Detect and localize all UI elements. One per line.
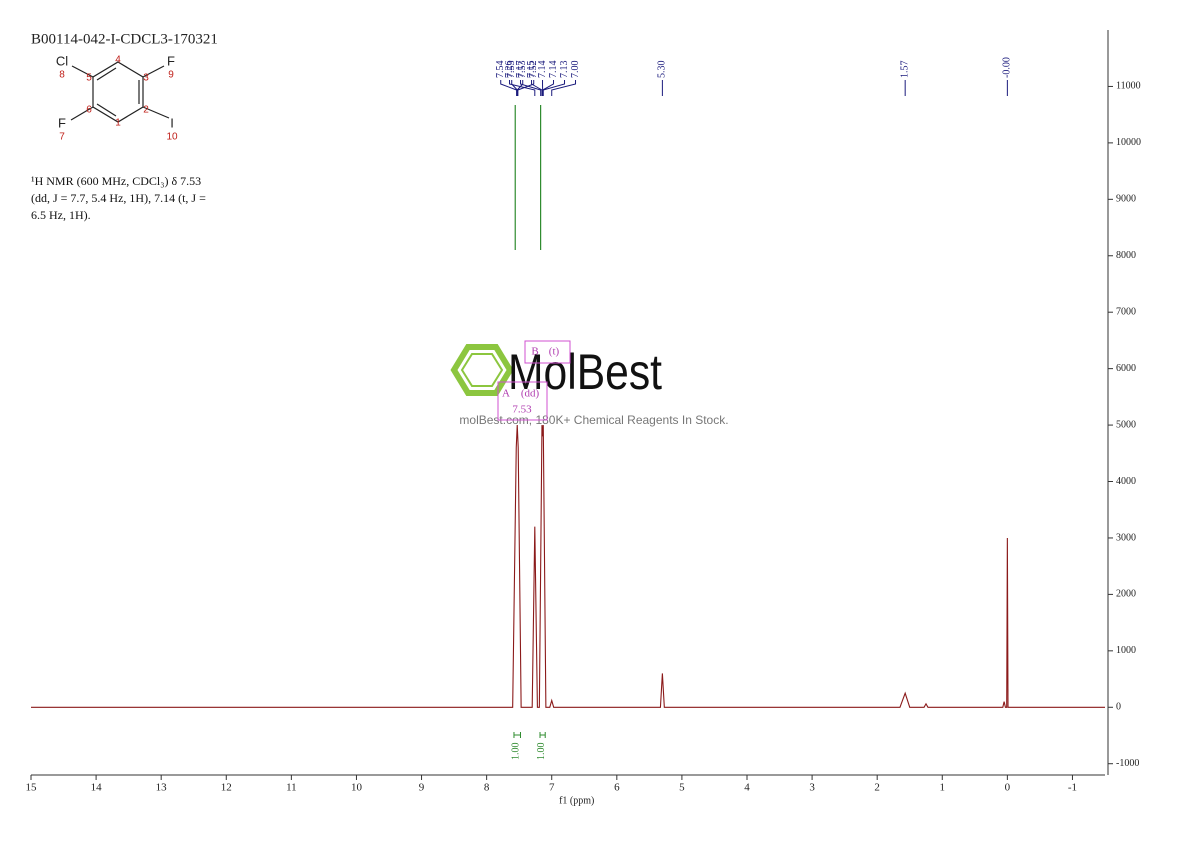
peak-connector: [501, 80, 517, 96]
x-tick-label: 14: [91, 782, 103, 794]
peak-label: 7.14: [548, 61, 559, 79]
chart-title: B00114-042-I-CDCL3-170321: [31, 31, 218, 47]
x-tick-label: 2: [874, 782, 880, 794]
peak-label: -0.00: [1002, 57, 1013, 78]
y-tick-label: 4000: [1116, 476, 1136, 487]
y-tick-label: 0: [1116, 702, 1121, 713]
y-tick-label: 6000: [1116, 363, 1136, 374]
x-tick-label: 9: [419, 782, 425, 794]
multiplet-kind: (t): [549, 346, 560, 358]
watermark-logo: [462, 354, 502, 386]
description-line: ¹H NMR (600 MHz, CDCl₃) δ 7.53: [31, 174, 201, 188]
y-tick-label: 8000: [1116, 250, 1136, 261]
x-tick-label: 11: [286, 782, 297, 794]
atom: Cl: [56, 53, 68, 68]
x-tick-label: 4: [744, 782, 750, 794]
watermark: MolBest molBest.com, 180K+ Chemical Reag…: [454, 344, 729, 427]
x-tick-label: 5: [679, 782, 685, 794]
ring-double-bond: [97, 68, 116, 80]
atom: I: [170, 115, 174, 130]
multiplet-kind: (dd): [521, 388, 540, 400]
x-tick-label: 8: [484, 782, 490, 794]
multiplet-shift: 7.53: [512, 404, 532, 416]
atom-number: 8: [59, 70, 65, 81]
ring-number: 3: [143, 73, 149, 84]
integral-range: [540, 732, 545, 738]
x-tick-label: 1: [940, 782, 946, 794]
multiplet-name: A: [502, 388, 510, 400]
y-tick-label: 5000: [1116, 419, 1136, 430]
x-tick-label: 7: [549, 782, 555, 794]
description-line: (dd, J = 7.7, 5.4 Hz, 1H), 7.14 (t, J =: [31, 191, 206, 205]
peak-label: 1.57: [899, 61, 910, 79]
y-tick-label: 9000: [1116, 194, 1136, 205]
y-tick-label: 10000: [1116, 137, 1141, 148]
x-tick-label: 0: [1005, 782, 1011, 794]
spectrum-line: [31, 425, 1105, 707]
x-tick-label: 3: [809, 782, 815, 794]
x-axis-label: f1 (ppm): [559, 795, 594, 806]
peak-connector: [552, 80, 576, 96]
x-tick-label: 10: [351, 782, 363, 794]
multiplet-name: B: [531, 346, 538, 358]
atom-number: 10: [166, 132, 178, 143]
x-tick-label: 13: [156, 782, 168, 794]
x-tick-label: 12: [221, 782, 232, 794]
y-tick-label: 11000: [1116, 81, 1141, 92]
x-tick-label: 6: [614, 782, 620, 794]
ring-number: 1: [115, 118, 121, 129]
integral-range: [514, 732, 521, 738]
peak-label: 7.00: [570, 61, 581, 79]
y-tick-label: 3000: [1116, 532, 1136, 543]
description-line: 6.5 Hz, 1H).: [31, 208, 91, 222]
atom: F: [58, 115, 66, 130]
y-tick-label: 7000: [1116, 306, 1136, 317]
ring-double-bond: [97, 104, 116, 116]
y-tick-label: 1000: [1116, 645, 1136, 656]
x-tick-label: 15: [26, 782, 38, 794]
atom: F: [167, 53, 175, 68]
integral-label: 1.00: [511, 743, 522, 761]
ring-number: 2: [143, 105, 149, 116]
y-tick-label: -1000: [1116, 758, 1139, 769]
ring-number: 5: [86, 73, 92, 84]
x-tick-label: -1: [1068, 782, 1077, 794]
peak-label: 5.30: [657, 61, 668, 79]
peak-label: 7.13: [559, 61, 570, 79]
peak-label: 7.17: [515, 61, 526, 79]
peak-label: 7.15: [526, 61, 537, 79]
peak-label: 7.14: [537, 61, 548, 79]
ring-number: 4: [115, 55, 121, 66]
y-tick-label: 2000: [1116, 589, 1136, 600]
integral-label: 1.00: [536, 743, 547, 761]
atom-number: 7: [59, 132, 65, 143]
ring-number: 6: [86, 105, 92, 116]
peak-label: 7.26: [504, 61, 515, 79]
ring: [93, 62, 143, 122]
atom-number: 9: [168, 70, 174, 81]
